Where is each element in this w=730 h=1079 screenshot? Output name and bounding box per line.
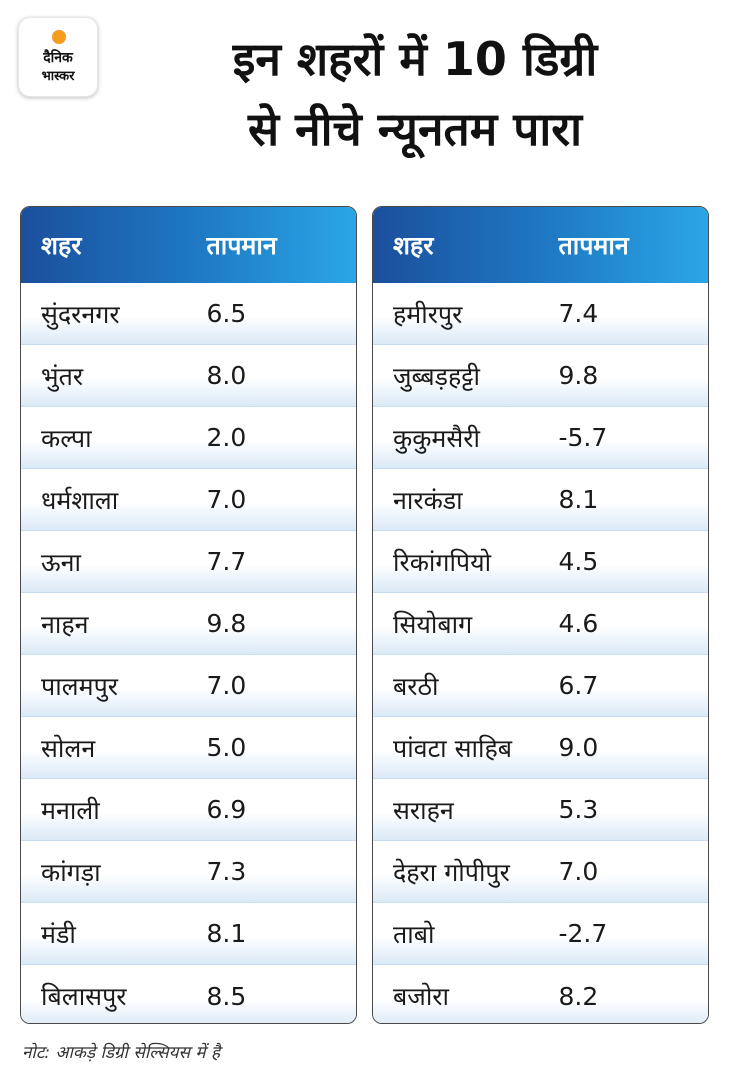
title-line2: से नीचे न्यूनतम पारा bbox=[247, 102, 583, 156]
temperature-table-right: शहर तापमान हमीरपुर 7.4 जुब्बड़हट्टी 9.8 कुकु… bbox=[372, 206, 709, 1024]
city-name: कल्पा bbox=[41, 423, 92, 453]
table-row: बजोरा 8.2 bbox=[373, 965, 708, 1023]
city-name: पालमपुर bbox=[41, 671, 119, 701]
temperature-table-left: शहर तापमान सुंदरनगर 6.5 भुंतर 8.0 कल्पा 2.0 धर… bbox=[20, 206, 357, 1024]
table-body: सुंदरनगर 6.5 भुंतर 8.0 कल्पा 2.0 धर्मशाला 7.0 ऊन… bbox=[21, 283, 356, 1023]
table-row: ताबो -2.7 bbox=[373, 903, 708, 965]
temperature-value: 9.0 bbox=[558, 733, 599, 762]
table-row: भुंतर 8.0 bbox=[21, 345, 356, 407]
city-name: हमीरपुर bbox=[393, 299, 463, 329]
table-row: बिलासपुर 8.5 bbox=[21, 965, 356, 1023]
city-name: नाहन bbox=[41, 609, 89, 639]
temperature-value: 6.5 bbox=[206, 299, 247, 328]
table-row: पांवटा साहिब 9.0 bbox=[373, 717, 708, 779]
city-name: मनाली bbox=[41, 795, 100, 825]
header-temp: तापमान bbox=[206, 231, 277, 260]
table-row: बरठी 6.7 bbox=[373, 655, 708, 717]
temperature-value: 9.8 bbox=[206, 609, 247, 638]
city-name: पांवटा साहिब bbox=[393, 733, 512, 763]
city-name: कुकुमसैरी bbox=[393, 423, 480, 453]
temperature-value: 7.7 bbox=[206, 547, 247, 576]
temperature-value: 8.2 bbox=[558, 981, 599, 1011]
logo-text-line2: भास्कर bbox=[41, 69, 75, 84]
temperature-value: 8.5 bbox=[206, 981, 247, 1011]
city-name: सोलन bbox=[41, 733, 96, 763]
city-name: ऊना bbox=[41, 547, 81, 577]
table-row: सोलन 5.0 bbox=[21, 717, 356, 779]
temperature-value: 7.0 bbox=[206, 485, 247, 514]
temperature-value: 7.3 bbox=[206, 857, 247, 886]
table-row: नारकंडा 8.1 bbox=[373, 469, 708, 531]
city-name: ताबो bbox=[393, 919, 435, 949]
city-name: धर्मशाला bbox=[41, 485, 119, 515]
city-name: नारकंडा bbox=[393, 485, 463, 515]
table-header: शहर तापमान bbox=[21, 207, 356, 283]
city-name: जुब्बड़हट्टी bbox=[393, 361, 480, 391]
page-title: इन शहरों में 10 डिग्री से नीचे न्यूनतम प… bbox=[120, 24, 710, 164]
title-line1: इन शहरों में 10 डिग्री bbox=[232, 32, 598, 86]
brand-logo: दैनिक भास्कर bbox=[18, 17, 98, 97]
temperature-value: 7.0 bbox=[558, 857, 599, 886]
table-row: सराहन 5.3 bbox=[373, 779, 708, 841]
city-name: मंडी bbox=[41, 919, 76, 949]
temperature-value: 8.0 bbox=[206, 361, 247, 390]
city-name: सुंदरनगर bbox=[41, 299, 120, 329]
temperature-value: 5.3 bbox=[558, 795, 599, 824]
temperature-value: -5.7 bbox=[558, 423, 608, 452]
temperature-value: 5.0 bbox=[206, 733, 247, 762]
table-row: जुब्बड़हट्टी 9.8 bbox=[373, 345, 708, 407]
temperature-value: 6.9 bbox=[206, 795, 247, 824]
city-name: सियोबाग bbox=[393, 609, 473, 639]
city-name: बरठी bbox=[393, 671, 439, 701]
header-city: शहर bbox=[393, 231, 434, 260]
table-row: सुंदरनगर 6.5 bbox=[21, 283, 356, 345]
temperature-value: 6.7 bbox=[558, 671, 599, 700]
temperature-value: 4.5 bbox=[558, 547, 599, 576]
table-row: कुकुमसैरी -5.7 bbox=[373, 407, 708, 469]
temperature-value: 8.1 bbox=[558, 485, 599, 514]
table-row: ऊना 7.7 bbox=[21, 531, 356, 593]
table-row: मनाली 6.9 bbox=[21, 779, 356, 841]
temperature-value: -2.7 bbox=[558, 919, 608, 948]
table-row: कल्पा 2.0 bbox=[21, 407, 356, 469]
temperature-value: 7.4 bbox=[558, 299, 599, 328]
logo-text-line1: दैनिक bbox=[43, 50, 73, 66]
sun-icon bbox=[52, 30, 66, 44]
footnote: नोट: आकड़े डिग्री सेल्सियस में है bbox=[22, 1043, 220, 1063]
city-name: रिकांगपियो bbox=[393, 547, 492, 577]
city-name: बजोरा bbox=[393, 982, 450, 1011]
city-name: कांगड़ा bbox=[41, 857, 101, 887]
header-temp: तापमान bbox=[558, 231, 629, 260]
table-row: रिकांगपियो 4.5 bbox=[373, 531, 708, 593]
temperature-value: 9.8 bbox=[558, 361, 599, 390]
city-name: सराहन bbox=[393, 795, 454, 825]
header-city: शहर bbox=[41, 231, 82, 260]
city-name: बिलासपुर bbox=[41, 982, 127, 1011]
table-row: धर्मशाला 7.0 bbox=[21, 469, 356, 531]
city-name: देहरा गोपीपुर bbox=[393, 857, 510, 887]
temperature-value: 8.1 bbox=[206, 919, 247, 948]
city-name: भुंतर bbox=[41, 361, 84, 391]
table-header: शहर तापमान bbox=[373, 207, 708, 283]
temperature-value: 4.6 bbox=[558, 609, 599, 638]
table-body: हमीरपुर 7.4 जुब्बड़हट्टी 9.8 कुकुमसैरी -5.7 ना… bbox=[373, 283, 708, 1023]
temperature-value: 2.0 bbox=[206, 423, 247, 452]
table-row: कांगड़ा 7.3 bbox=[21, 841, 356, 903]
temperature-value: 7.0 bbox=[206, 671, 247, 700]
table-row: हमीरपुर 7.4 bbox=[373, 283, 708, 345]
table-row: नाहन 9.8 bbox=[21, 593, 356, 655]
table-row: पालमपुर 7.0 bbox=[21, 655, 356, 717]
table-row: मंडी 8.1 bbox=[21, 903, 356, 965]
table-row: सियोबाग 4.6 bbox=[373, 593, 708, 655]
table-row: देहरा गोपीपुर 7.0 bbox=[373, 841, 708, 903]
